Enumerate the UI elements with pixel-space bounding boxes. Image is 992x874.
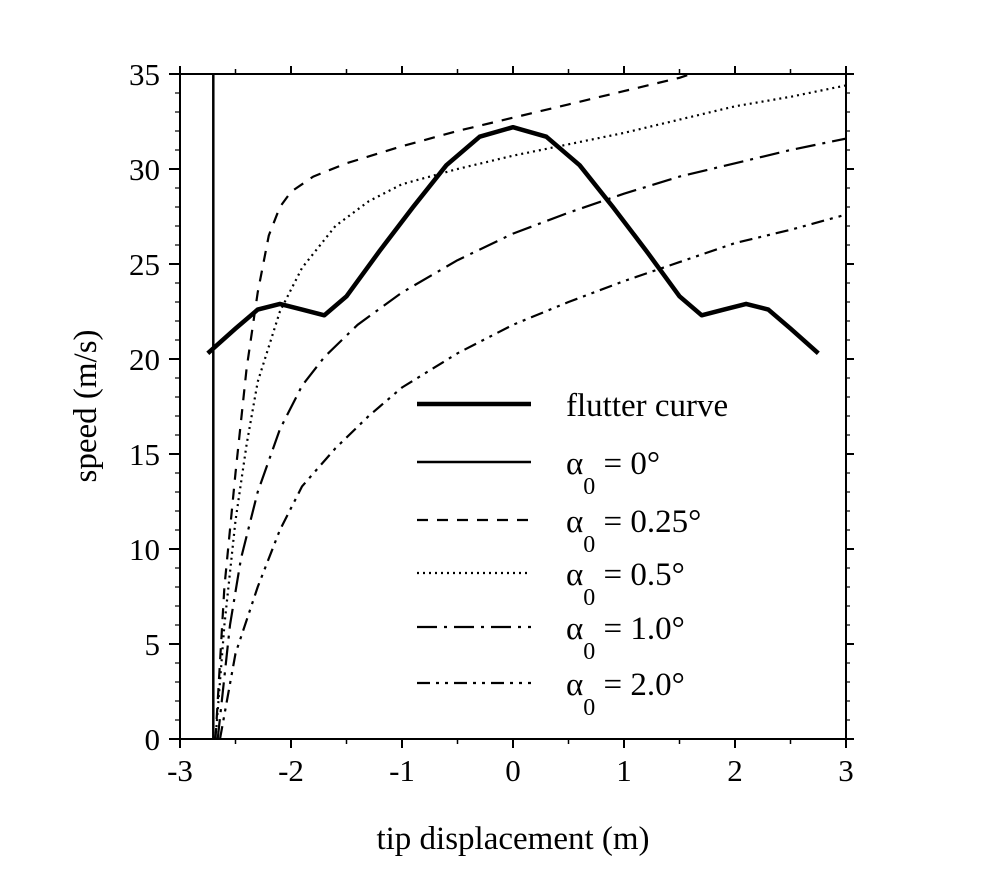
x-axis-label: tip displacement (m) — [376, 821, 649, 857]
legend-label-3: α0 = 0.5° — [566, 557, 685, 611]
series-layer — [206, 74, 846, 739]
x-tick-label: 2 — [727, 753, 743, 788]
x-tick-label: -1 — [389, 753, 415, 788]
y-tick-label: 10 — [129, 532, 160, 567]
plot-frame — [179, 73, 847, 740]
y-tick-label: 0 — [145, 722, 161, 757]
x-tick-label: -3 — [167, 753, 193, 788]
y-tick-label: 20 — [129, 342, 160, 377]
y-tick-label: 30 — [129, 152, 160, 187]
y-tick-label: 5 — [145, 627, 161, 662]
x-tick-label: 1 — [616, 753, 632, 788]
series-line-5 — [218, 213, 846, 739]
legend-label-2: α0 = 0.25° — [566, 504, 701, 558]
x-tick-label: 0 — [505, 753, 521, 788]
series-line-0 — [206, 124, 820, 355]
legend-label-5: α0 = 2.0° — [566, 667, 685, 721]
y-axis-label: speed (m/s) — [68, 329, 104, 482]
series-line-2 — [214, 74, 691, 739]
legend-label-4: α0 = 1.0° — [566, 611, 685, 665]
y-tick-label: 15 — [129, 437, 160, 472]
legend-label-1: α0 = 0° — [566, 446, 660, 500]
y-tick-label: 35 — [129, 57, 160, 92]
series-line-3 — [214, 84, 846, 739]
series-line-4 — [216, 137, 846, 739]
ticks — [169, 66, 854, 748]
x-tick-label: -2 — [278, 753, 304, 788]
y-tick-label: 25 — [129, 247, 160, 282]
x-tick-label: 3 — [838, 753, 854, 788]
legend-label-0: flutter curve — [566, 388, 728, 424]
